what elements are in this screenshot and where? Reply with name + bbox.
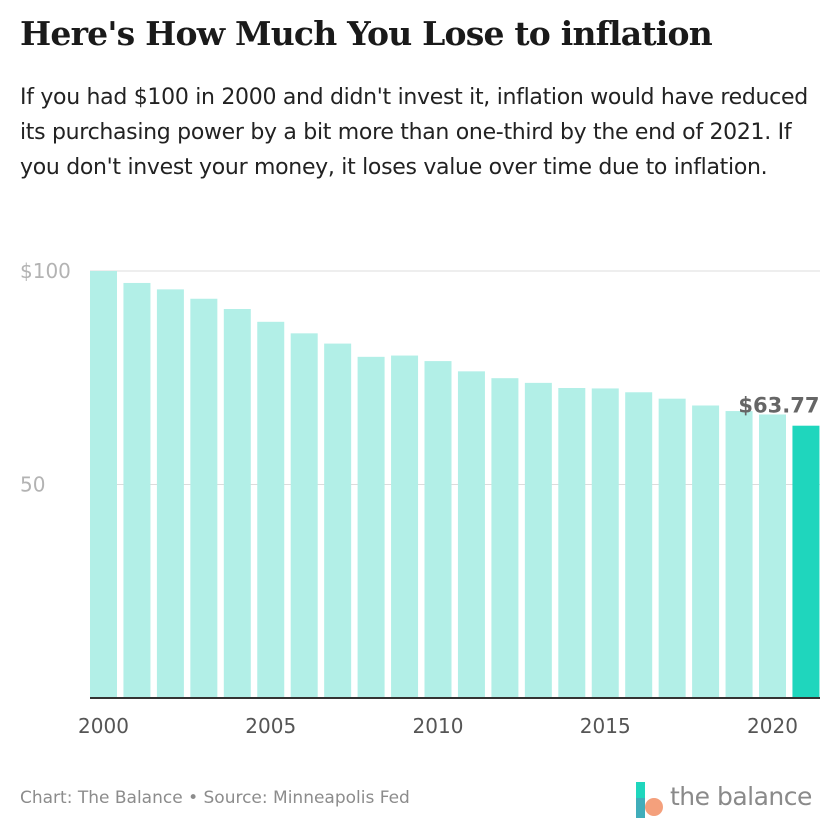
bar-2007 xyxy=(324,343,352,698)
bar-2005 xyxy=(257,321,285,698)
bar-2011 xyxy=(457,371,485,698)
the-balance-logo-icon xyxy=(636,782,663,818)
bar-2000 xyxy=(90,271,117,698)
bar-2019 xyxy=(725,411,753,698)
bar-2013 xyxy=(524,382,552,698)
bar-2002 xyxy=(156,289,184,698)
bar-2018 xyxy=(692,405,720,698)
bar-2006 xyxy=(290,333,318,698)
the-balance-logo[interactable]: the balance xyxy=(632,778,832,822)
logo-wordmark: the balance xyxy=(670,782,812,811)
x-tick-label: 2020 xyxy=(747,714,798,738)
bar-2001 xyxy=(123,282,151,698)
chart-title: Here's How Much You Lose to inflation xyxy=(20,14,713,53)
chart-credit: Chart: The Balance • Source: Minneapolis… xyxy=(20,788,410,808)
bar-2004 xyxy=(223,309,251,698)
bar-2020 xyxy=(759,414,786,698)
y-tick-label: 50 xyxy=(20,473,45,497)
bar-2014 xyxy=(558,387,586,698)
y-tick-label: $100 xyxy=(20,259,71,283)
bar-2008 xyxy=(357,356,385,698)
logo-circle-shape xyxy=(645,798,663,816)
chart-subtitle: If you had $100 in 2000 and didn't inves… xyxy=(20,85,808,180)
bar-2009 xyxy=(391,355,419,698)
bar-chart: $100 50 $63.77 2000 2005 2010 2015 2020 xyxy=(20,259,820,738)
bar-2016 xyxy=(625,392,653,698)
bar-2012 xyxy=(491,378,519,698)
x-tick-label: 2010 xyxy=(413,714,464,738)
highlight-value-label: $63.77 xyxy=(738,394,819,418)
bar-2021 xyxy=(792,425,820,698)
bar-2003 xyxy=(190,298,218,698)
x-tick-label: 2005 xyxy=(245,714,296,738)
x-tick-label: 2015 xyxy=(580,714,631,738)
bar-2015 xyxy=(591,388,619,698)
logo-overlap-shape xyxy=(636,798,645,818)
bar-2010 xyxy=(424,361,452,698)
bar-2017 xyxy=(658,398,686,698)
x-tick-label: 2000 xyxy=(78,714,129,738)
